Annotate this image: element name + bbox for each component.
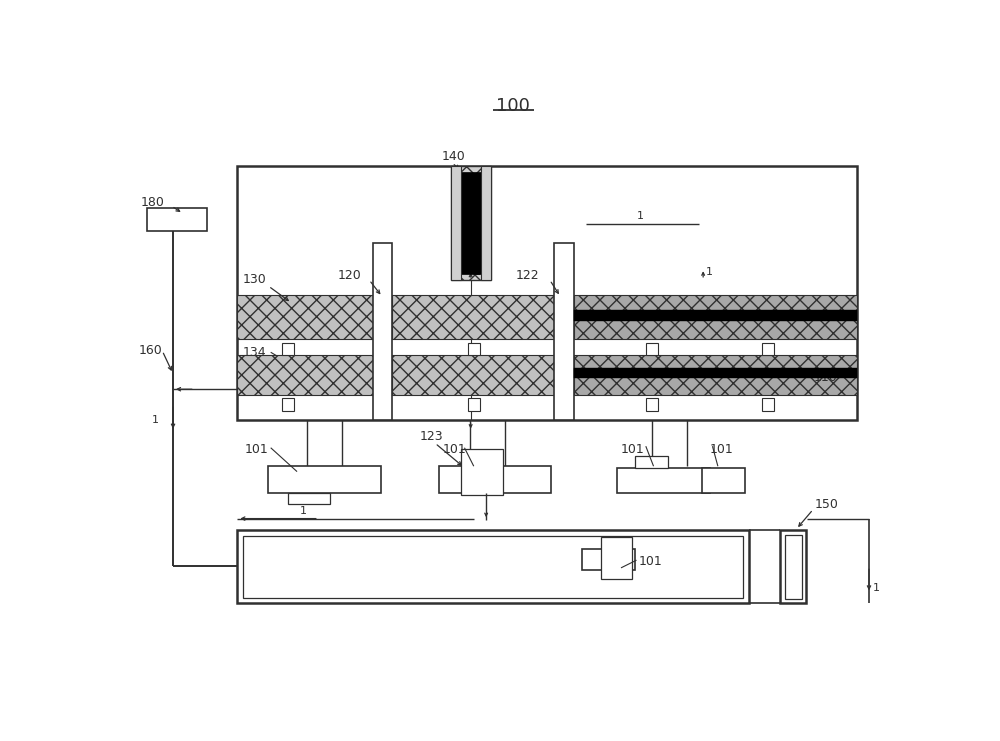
Bar bbox=[268, 466, 381, 494]
Bar bbox=[762, 343, 774, 356]
Text: 140: 140 bbox=[441, 150, 465, 163]
Bar bbox=[468, 343, 480, 356]
Bar bbox=[785, 535, 802, 599]
Bar bbox=[147, 208, 207, 231]
Bar bbox=[461, 449, 503, 496]
Bar bbox=[237, 355, 373, 395]
Bar bbox=[288, 494, 330, 504]
Bar bbox=[282, 343, 294, 356]
Bar bbox=[635, 456, 668, 468]
Bar bbox=[582, 548, 635, 570]
Text: 1: 1 bbox=[474, 268, 481, 277]
Text: 101: 101 bbox=[245, 443, 269, 456]
Bar bbox=[237, 530, 749, 603]
Bar bbox=[574, 310, 857, 321]
Bar bbox=[601, 537, 632, 579]
Bar bbox=[282, 399, 294, 411]
Bar bbox=[554, 243, 574, 420]
Bar bbox=[392, 294, 554, 339]
Text: 101: 101 bbox=[621, 443, 645, 456]
Bar bbox=[439, 466, 551, 494]
Text: 101: 101 bbox=[639, 555, 663, 568]
Bar bbox=[450, 166, 461, 280]
Text: 1: 1 bbox=[637, 211, 644, 221]
Text: 150: 150 bbox=[815, 498, 839, 511]
Text: 1: 1 bbox=[873, 583, 880, 593]
Text: 160: 160 bbox=[139, 345, 163, 357]
Bar bbox=[237, 294, 373, 339]
Text: 101: 101 bbox=[710, 443, 734, 456]
Text: 101: 101 bbox=[443, 443, 466, 456]
Bar bbox=[702, 468, 745, 494]
Text: 130: 130 bbox=[243, 273, 267, 286]
Text: 100: 100 bbox=[496, 97, 529, 115]
Bar bbox=[780, 530, 806, 603]
Text: 1: 1 bbox=[706, 268, 713, 277]
Text: 110: 110 bbox=[813, 371, 837, 384]
Bar bbox=[450, 166, 491, 280]
Bar bbox=[468, 399, 480, 411]
Bar bbox=[460, 172, 482, 273]
Text: 1: 1 bbox=[300, 506, 307, 516]
Text: 122: 122 bbox=[516, 269, 540, 282]
Bar bbox=[392, 355, 554, 395]
Bar bbox=[574, 355, 857, 395]
Bar bbox=[237, 166, 857, 420]
Bar bbox=[574, 294, 857, 339]
Bar bbox=[481, 166, 491, 280]
Bar bbox=[762, 399, 774, 411]
Bar bbox=[646, 399, 658, 411]
Text: 134: 134 bbox=[243, 346, 266, 359]
Text: 120: 120 bbox=[338, 269, 361, 282]
Bar bbox=[617, 468, 710, 494]
Text: 123: 123 bbox=[420, 431, 443, 443]
Bar bbox=[243, 536, 743, 598]
Bar bbox=[373, 243, 392, 420]
Text: 1: 1 bbox=[152, 415, 159, 425]
Text: 180: 180 bbox=[140, 196, 164, 210]
Bar bbox=[574, 368, 857, 378]
Bar bbox=[646, 343, 658, 356]
